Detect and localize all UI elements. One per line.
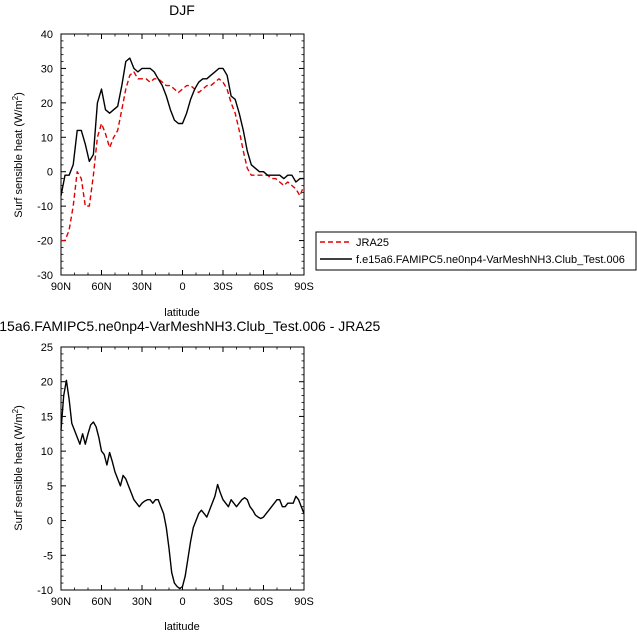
top-y-tick-label: 10: [41, 132, 53, 144]
legend-box: [315, 231, 637, 271]
legend: JRA25 f.e15a6.FAMIPC5.ne0np4-VarMeshNH3.…: [315, 231, 637, 271]
bottom-series-line-0: [60, 379, 305, 590]
bottom-y-tick-label: 10: [41, 446, 53, 458]
top-x-axis: 90N 60N 30N 0 30S 60S 90S: [51, 34, 314, 293]
bottom-x-tick-label: 90N: [51, 596, 71, 608]
bottom-x-tick-label: 60S: [254, 596, 274, 608]
top-y-tick-label: -10: [37, 201, 53, 213]
top-y-tick-label: -20: [37, 236, 53, 248]
top-x-tick-label: 60N: [91, 281, 111, 293]
bottom-x-tick-label: 30S: [213, 596, 233, 608]
bottom-plot-frame: [60, 346, 305, 591]
top-plot-frame: [60, 33, 305, 276]
top-y-axis-label: Surf sensible heat (W/m2): [11, 92, 25, 218]
top-x-tick-label: 60S: [254, 281, 274, 293]
bottom-y-tick-label: -10: [37, 585, 53, 597]
top-y-tick-label: 40: [41, 29, 53, 41]
bottom-x-tick-label: 60N: [91, 596, 111, 608]
top-series-line-1: [60, 57, 304, 196]
bottom-y-tick-label: 5: [47, 481, 53, 493]
top-chart-title: DJF: [169, 2, 195, 18]
bottom-series-lines: [60, 379, 305, 590]
top-x-tick-label: 30N: [132, 281, 152, 293]
bottom-y-tick-label: 15: [41, 411, 53, 423]
bottom-y-axis-label: Surf sensible heat (W/m2): [11, 405, 25, 531]
bottom-x-axis: 90N 60N 30N 0 30S 60S 90S: [51, 347, 314, 608]
bottom-y-axis: -10 -5 0 5 10 15 20 25: [37, 342, 304, 597]
top-x-tick-label: 0: [179, 281, 185, 293]
bottom-y-tick-label: -5: [43, 550, 53, 562]
top-x-axis-label: latitude: [164, 307, 199, 319]
bottom-chart-title: f.e15a6.FAMIPC5.ne0np4-VarMeshNH3.Club_T…: [0, 318, 381, 334]
legend-label-model: f.e15a6.FAMIPC5.ne0np4-VarMeshNH3.Club_T…: [356, 254, 625, 266]
top-y-tick-label: 0: [47, 167, 53, 179]
top-x-tick-label: 90S: [294, 281, 314, 293]
bottom-plot-border: [60, 346, 305, 591]
top-plot-border: [60, 33, 305, 276]
bottom-y-tick-label: 20: [41, 377, 53, 389]
chart-bottom: f.e15a6.FAMIPC5.ne0np4-VarMeshNH3.Club_T…: [0, 318, 381, 633]
bottom-x-axis-label: latitude: [164, 621, 199, 633]
top-y-tick-label: 20: [41, 98, 53, 110]
top-x-tick-label: 30S: [213, 281, 233, 293]
bottom-y-tick-label: 25: [41, 342, 53, 354]
bottom-y-tick-label: 0: [47, 516, 53, 528]
top-y-axis: -30 -20 -10 0 10 20 30 40: [37, 29, 304, 282]
legend-label-jra25: JRA25: [356, 237, 389, 249]
bottom-x-tick-label: 0: [179, 596, 185, 608]
bottom-x-tick-label: 90S: [294, 596, 314, 608]
bottom-x-tick-label: 30N: [132, 596, 152, 608]
top-y-tick-label: -30: [37, 270, 53, 282]
top-series-line-0: [61, 71, 305, 242]
top-x-tick-label: 90N: [51, 281, 71, 293]
top-series-lines: [60, 57, 305, 242]
top-y-tick-label: 30: [41, 63, 53, 75]
